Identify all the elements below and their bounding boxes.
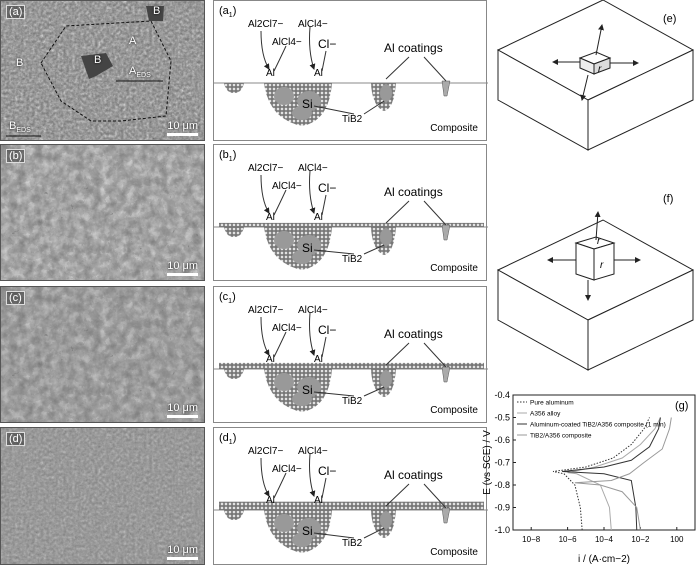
- ion-label-alcl4: AlCl4−: [298, 446, 328, 457]
- panel-tag: (a1): [219, 5, 237, 20]
- panel-tag: (a): [6, 5, 26, 19]
- ion-label-al2cl7: Al2Cl7−: [248, 305, 284, 316]
- panel-f: (f) r r: [496, 193, 695, 371]
- schematic-panel: (c1) Al2Cl7− AlCl4− AlCl4− Cl− Al Al Si …: [213, 286, 488, 423]
- panel-tag: (f): [663, 193, 673, 205]
- ion-label-alcl4: AlCl4−: [298, 305, 328, 316]
- y-tick-label: -0.4: [494, 390, 510, 400]
- radius-label: r: [598, 64, 602, 75]
- x-tick-label: 10−4: [595, 535, 614, 544]
- al-label: Al: [266, 354, 275, 365]
- legend-label: TiB2/A356 composite: [530, 433, 592, 440]
- y-tick-label: -0.9: [494, 503, 510, 513]
- x-tick-label: 100: [670, 535, 684, 544]
- panel-tag: (b1): [219, 149, 237, 164]
- scale-bar: 10 μm: [167, 402, 198, 418]
- series-line: [562, 417, 661, 531]
- ion-label-alcl4: AlCl4−: [298, 163, 328, 174]
- al-label: Al: [314, 68, 323, 79]
- region-label: BEDS: [9, 120, 31, 135]
- region-label: A: [129, 35, 137, 47]
- x-tick-label: 10−8: [522, 535, 541, 544]
- series-line: [552, 417, 650, 531]
- y-tick-label: -0.7: [494, 458, 510, 468]
- si-label: Si: [302, 524, 313, 538]
- coatings-label: Al coatings: [384, 327, 443, 341]
- sem-image-b: (b) 10 μm: [0, 144, 205, 281]
- scale-bar: 10 μm: [167, 544, 198, 560]
- tib2-label: TiB2: [342, 538, 363, 549]
- y-axis-label: E (vs SCE) / V: [482, 430, 493, 495]
- sem-image-c: (c) 10 μm: [0, 286, 205, 423]
- composite-label: Composite: [430, 405, 478, 416]
- ion-label-cl: Cl−: [318, 181, 337, 195]
- legend-label: Aluminum-coated TiB2/A356 composite (1 m…: [530, 422, 666, 429]
- al-label: Al: [266, 495, 275, 506]
- ion-label-alcl4: AlCl4−: [272, 323, 302, 334]
- coatings-label: Al coatings: [384, 185, 443, 199]
- y-tick-label: -0.5: [494, 413, 510, 423]
- cube-diagrams: (e) r (f) r r: [496, 0, 695, 371]
- panel-tag: (g): [675, 400, 688, 412]
- ion-label-alcl4: AlCl4−: [272, 37, 302, 48]
- composite-label: Composite: [430, 263, 478, 274]
- panel-e: (e) r: [496, 0, 695, 151]
- panel-tag: (d1): [219, 432, 237, 447]
- al-label: Al: [266, 68, 275, 79]
- coatings-label: Al coatings: [384, 41, 443, 55]
- al-label: Al: [314, 212, 323, 223]
- y-tick-label: -0.8: [494, 480, 510, 490]
- composite-label: Composite: [430, 547, 478, 558]
- al-label: Al: [314, 354, 323, 365]
- ion-label-alcl4: AlCl4−: [272, 181, 302, 192]
- tib2-label: TiB2: [342, 396, 363, 407]
- polarization-chart: -0.4 -0.5 -0.6 -0.7 -0.8 -0.9 -1.0 10−8 10−6 10−4…: [482, 390, 696, 565]
- scale-bar: 10 μm: [167, 120, 198, 136]
- legend-label: A356 alloy: [530, 411, 561, 418]
- al-label: Al: [314, 495, 323, 506]
- ion-label-cl: Cl−: [318, 464, 337, 478]
- ion-label-cl: Cl−: [318, 323, 337, 337]
- series-line: [574, 417, 672, 531]
- scale-bar: 10 μm: [167, 260, 198, 276]
- panel-tag: (b): [6, 149, 26, 163]
- x-tick-label: 10−6: [559, 535, 578, 544]
- ion-label-alcl4: AlCl4−: [272, 464, 302, 475]
- si-label: Si: [302, 97, 313, 111]
- x-tick-label: 10−2: [631, 535, 650, 544]
- tib2-label: TiB2: [342, 254, 363, 265]
- tib2-label: TiB2: [342, 114, 363, 125]
- schematic-panel: (d1) Al2Cl7− AlCl4− AlCl4− Cl− Al Al Si …: [213, 427, 488, 565]
- panel-tag: (c1): [219, 291, 236, 306]
- sem-image-a: (a) A B B B AEDS BEDS 10 μm: [0, 0, 205, 141]
- region-label: B: [16, 57, 24, 69]
- al-label: Al: [266, 212, 275, 223]
- composite-label: Composite: [430, 123, 478, 134]
- panel-tag: (d): [6, 432, 26, 446]
- region-label: B: [94, 54, 102, 66]
- y-tick-label: -0.6: [494, 435, 510, 445]
- ion-label-al2cl7: Al2Cl7−: [248, 446, 284, 457]
- radius-label: r: [597, 236, 601, 247]
- ion-label-al2cl7: Al2Cl7−: [248, 19, 284, 30]
- panel-tag: (c): [6, 291, 25, 305]
- si-label: Si: [302, 241, 313, 255]
- ion-label-cl: Cl−: [318, 37, 337, 51]
- schematic-panel: (b1) Al2Cl7− AlCl4− AlCl4− Cl− Al Al Si …: [213, 144, 488, 281]
- schematic-panel: (a1) Al2Cl7− AlCl4− AlCl4− Cl− Al Al Si …: [213, 0, 488, 141]
- region-label: B: [153, 5, 161, 17]
- y-tick-label: -1.0: [494, 525, 510, 535]
- coatings-label: Al coatings: [384, 468, 443, 482]
- x-axis-label: i / (A·cm−2): [578, 554, 630, 565]
- radius-label: r: [600, 260, 604, 271]
- panel-tag: (e): [663, 13, 676, 25]
- sem-image-d: (d) 10 μm: [0, 427, 205, 565]
- si-label: Si: [302, 383, 313, 397]
- ion-label-alcl4: AlCl4−: [298, 19, 328, 30]
- ion-label-al2cl7: Al2Cl7−: [248, 163, 284, 174]
- region-label: AEDS: [129, 65, 151, 80]
- legend-label: Pure aluminum: [530, 400, 574, 407]
